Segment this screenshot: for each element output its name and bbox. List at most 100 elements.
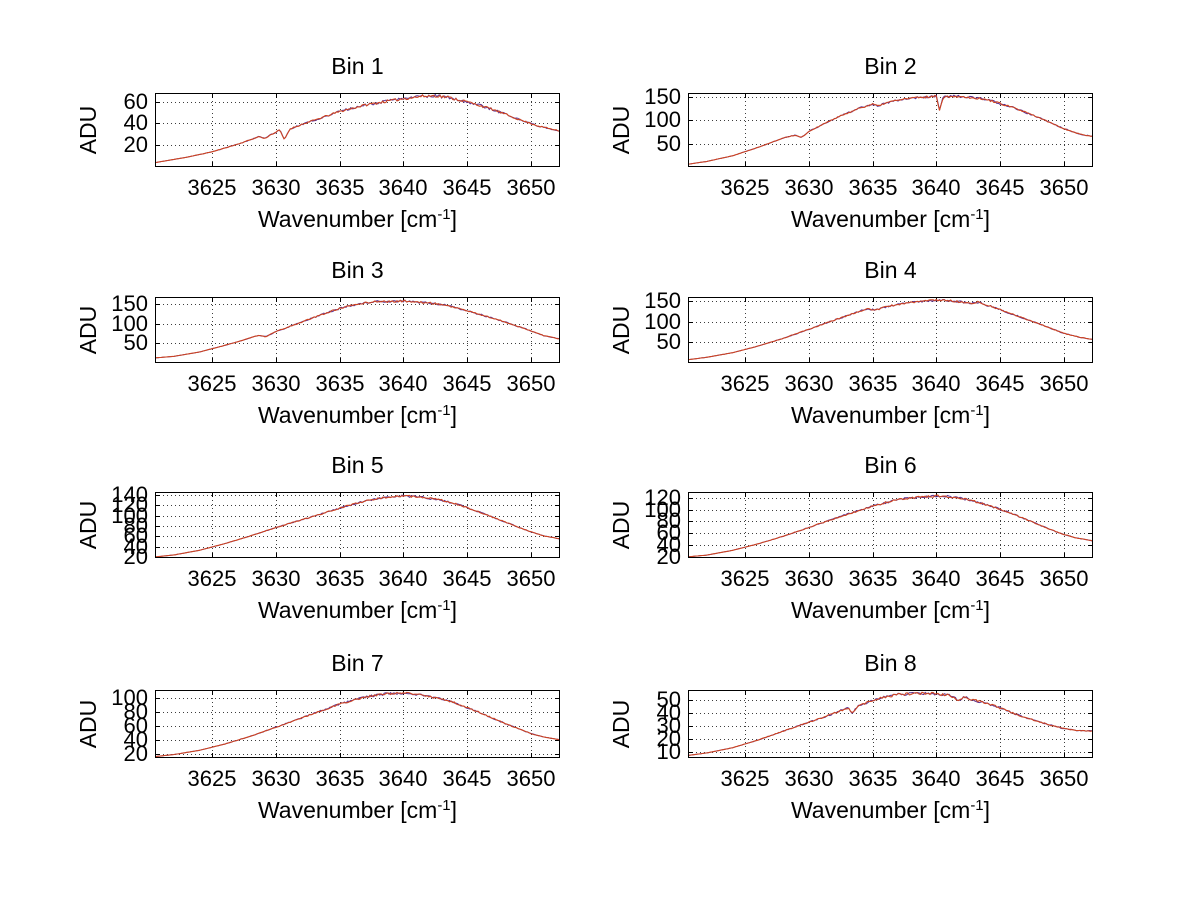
x-axis-label-text: Wavenumber [cm [257, 797, 438, 823]
x-tick-label: 3645 [442, 371, 492, 396]
spectrum-line-main [154, 299, 560, 359]
y-tick-label: 20 [123, 741, 148, 766]
x-tick-label: 3625 [187, 371, 237, 396]
x-axis-label-text: Wavenumber [cm [790, 402, 971, 428]
x-tick-label: 3645 [442, 175, 492, 200]
subplot-bin-7: Bin 7 ADU 20 40 60 80 100 3625 3630 3635 3640 3645 3… [75, 650, 560, 823]
y-tick-label: 40 [123, 727, 148, 752]
x-axis-label-suffix: ] [450, 797, 458, 823]
x-tick-label: 3630 [251, 371, 301, 396]
axes-box [688, 492, 1093, 558]
x-tick-label: 3625 [720, 566, 770, 591]
x-axis-label: Wavenumber [cm-1] [688, 401, 1093, 433]
x-tick-label: 3640 [378, 371, 428, 396]
y-tick-label: 150 [644, 288, 681, 313]
x-tick-label: 3640 [378, 566, 428, 591]
subplot-bin-5: Bin 5 ADU 20 40 60 80 100 120 140 3625 3630 3635 364… [75, 452, 560, 623]
x-axis-label-suffix: ] [450, 206, 458, 232]
y-tick-label: 20 [656, 544, 681, 569]
spectrum-line-under [687, 494, 1093, 558]
plot-area [687, 93, 1093, 167]
x-axis-label-text: Wavenumber [cm [790, 206, 971, 232]
x-tick-label: 3635 [315, 175, 365, 200]
y-tick-label: 40 [656, 700, 681, 725]
subplot-title: Bin 6 [864, 452, 917, 478]
x-axis-label: Wavenumber [cm-1] [155, 796, 560, 828]
x-tick-label: 3645 [975, 175, 1025, 200]
x-tick-label: 3645 [442, 566, 492, 591]
subplot-bin-1: Bin 1 ADU 20 40 60 3625 3630 3635 3640 3645 3650 Wa… [75, 53, 560, 232]
x-axis-label-text: Wavenumber [cm [257, 206, 438, 232]
x-tick-label: 3635 [315, 371, 365, 396]
x-tick-label: 3640 [911, 766, 961, 791]
x-tick-label: 3635 [848, 766, 898, 791]
x-tick-label: 3630 [251, 566, 301, 591]
x-axis-label: Wavenumber [cm-1] [688, 796, 1093, 828]
spectrum-line-under [687, 298, 1093, 361]
x-axis-label-text: Wavenumber [cm [257, 402, 438, 428]
y-tick-label: 40 [123, 110, 148, 135]
x-tick-label: 3635 [315, 566, 365, 591]
x-axis-label-text: Wavenumber [cm [790, 597, 971, 623]
spectrum-line-under [154, 691, 560, 758]
x-tick-label: 3630 [251, 175, 301, 200]
x-tick-label: 3635 [848, 371, 898, 396]
y-tick-label: 50 [656, 131, 681, 156]
spectrum-line-main [154, 691, 560, 758]
spectrum-line-under [687, 691, 1093, 756]
spectrum-line-under [154, 299, 560, 359]
y-tick-label: 20 [123, 544, 148, 569]
y-tick-label: 20 [123, 132, 148, 157]
spectrum-line-main [154, 94, 560, 164]
x-tick-label: 3630 [784, 371, 834, 396]
plot-area [154, 492, 560, 558]
x-tick-label: 3625 [187, 175, 237, 200]
x-tick-label: 3650 [1039, 766, 1089, 791]
subplot-bin-6: Bin 6 ADU 20 40 60 80 100 120 3625 3630 3635 3640 36… [608, 452, 1093, 623]
plot-area [154, 297, 560, 363]
plot-area [687, 297, 1093, 363]
spectrum-line-main [687, 691, 1093, 756]
x-tick-label: 3645 [442, 766, 492, 791]
x-tick-label: 3645 [975, 566, 1025, 591]
plot-area [687, 690, 1093, 758]
y-tick-label: 40 [656, 532, 681, 557]
x-tick-label: 3640 [911, 371, 961, 396]
x-tick-label: 3625 [720, 371, 770, 396]
spectrum-line-main [687, 94, 1093, 165]
x-axis-label-superscript: -1 [437, 206, 451, 223]
axes-box [688, 93, 1093, 167]
x-axis-label-superscript: -1 [970, 797, 984, 814]
y-tick-label: 50 [656, 687, 681, 712]
x-tick-label: 3650 [506, 175, 556, 200]
x-tick-label: 3625 [187, 566, 237, 591]
x-tick-label: 3650 [1039, 175, 1089, 200]
subplot-title: Bin 5 [331, 452, 384, 478]
subplot-title: Bin 3 [331, 257, 384, 283]
x-tick-label: 3650 [506, 566, 556, 591]
x-axis-label-superscript: -1 [437, 797, 451, 814]
subplot-title: Bin 8 [864, 650, 917, 676]
axes-box [155, 93, 560, 167]
y-tick-label: 100 [111, 311, 148, 336]
x-axis-label-superscript: -1 [437, 597, 451, 614]
x-tick-label: 3650 [506, 766, 556, 791]
x-axis-label-suffix: ] [450, 597, 458, 623]
x-axis-label: Wavenumber [cm-1] [155, 596, 560, 628]
x-tick-label: 3630 [784, 566, 834, 591]
y-tick-label: 50 [123, 330, 148, 355]
spectrum-line-main [687, 494, 1093, 558]
subplot-bin-8: Bin 8 ADU 10 20 30 40 50 3625 3630 3635 3640 3645 36… [608, 650, 1093, 823]
subplot-title: Bin 4 [864, 257, 917, 283]
x-axis-label-text: Wavenumber [cm [790, 797, 971, 823]
subplot-title: Bin 1 [331, 53, 384, 79]
axes-box [688, 690, 1093, 758]
x-axis-label-suffix: ] [450, 402, 458, 428]
subplot-title: Bin 7 [331, 650, 384, 676]
x-axis-label-suffix: ] [983, 797, 991, 823]
x-axis-label: Wavenumber [cm-1] [155, 205, 560, 237]
x-axis-label-superscript: -1 [970, 206, 984, 223]
y-tick-label: 60 [123, 523, 148, 548]
x-axis-label-superscript: -1 [437, 402, 451, 419]
